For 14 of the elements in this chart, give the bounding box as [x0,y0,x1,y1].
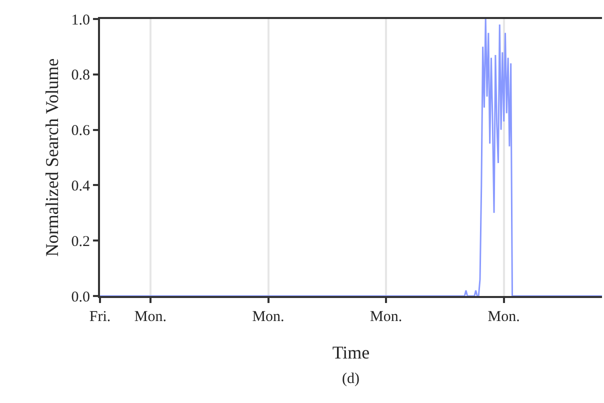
x-tick-label: Mon. [488,309,520,325]
x-tick-label: Mon. [252,309,284,325]
x-tick-label: Mon. [134,309,167,325]
x-tick-label: Mon. [370,309,402,325]
x-tick-label: Fri. [89,309,111,325]
x-axis-title: Time [332,342,370,363]
y-axis-title: Normalized Search Volume [42,58,62,257]
y-tick-label: 0.6 [71,123,90,140]
y-tick-label: 0.4 [71,178,90,194]
y-tick-label: 0.2 [71,234,90,250]
y-tick-label: 1.0 [71,12,90,28]
text: (d) [342,371,360,387]
y-tick-label: 0.8 [71,68,90,84]
y-tick-label: 0.0 [71,289,90,306]
